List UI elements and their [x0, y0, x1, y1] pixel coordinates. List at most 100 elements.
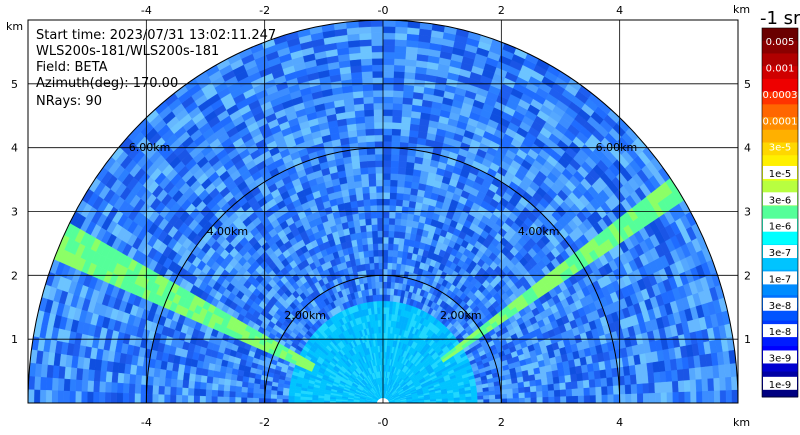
heatmap-cell	[372, 90, 384, 97]
heatmap-cell	[404, 65, 416, 74]
heatmap-cell	[582, 379, 590, 389]
heatmap-cell	[396, 186, 405, 194]
heatmap-cell	[362, 90, 374, 98]
heatmap-cell	[382, 153, 392, 161]
heatmap-cell	[361, 179, 370, 188]
heatmap-cell	[541, 384, 549, 392]
heatmap-cell	[371, 224, 378, 232]
heatmap-cell	[382, 275, 388, 282]
heatmap-cell	[382, 26, 396, 34]
heatmap-cell	[367, 249, 374, 258]
heatmap-cell	[354, 116, 366, 124]
heatmap-cell	[350, 155, 360, 164]
heatmap-cell	[363, 102, 374, 111]
heatmap-cell	[367, 160, 376, 168]
heatmap-cell	[382, 96, 394, 104]
heatmap-cell	[388, 300, 394, 308]
heatmap-cell	[375, 287, 380, 295]
heatmap-cell	[366, 153, 376, 162]
heatmap-cell	[702, 390, 709, 403]
heatmap-cell	[382, 319, 386, 327]
heatmap-cell	[682, 368, 691, 381]
heatmap-cell	[382, 300, 387, 308]
heatmap-cell	[564, 374, 572, 383]
heatmap-cell	[548, 396, 555, 403]
heatmap-cell	[390, 275, 396, 283]
heatmap-cell	[375, 294, 380, 302]
heatmap-cell	[696, 390, 703, 403]
heatmap-cell	[477, 395, 484, 400]
heatmap-cell	[512, 387, 519, 394]
heatmap-cell	[382, 102, 393, 110]
heatmap-cell	[672, 380, 679, 393]
heatmap-cell	[377, 243, 384, 251]
heatmap-cell	[388, 224, 395, 232]
heatmap-cell	[360, 51, 373, 60]
heatmap-cell	[374, 160, 384, 168]
heatmap-cell	[388, 205, 397, 213]
heatmap-cell	[506, 388, 514, 394]
heatmap-cell	[402, 244, 409, 253]
heatmap-cell	[367, 243, 374, 251]
heatmap-cell	[374, 147, 384, 155]
heatmap-cell	[369, 192, 377, 200]
heatmap-cell	[518, 397, 526, 403]
heatmap-cell	[648, 392, 656, 403]
heatmap-cell	[635, 373, 643, 385]
heatmap-cell	[359, 39, 372, 47]
heatmap-cell	[382, 307, 387, 314]
heatmap-cell	[374, 141, 384, 149]
heatmap-cell	[365, 141, 375, 149]
heatmap-cell	[642, 392, 650, 403]
heatmap-cell	[373, 102, 384, 110]
heatmap-cell	[683, 379, 691, 392]
heatmap-cell	[386, 268, 392, 276]
heatmap-cell	[359, 167, 369, 175]
heatmap-cell	[400, 116, 412, 124]
heatmap-cell	[495, 398, 502, 403]
heatmap-cell	[388, 217, 396, 225]
heatmap-cell	[348, 52, 361, 61]
heatmap-cell	[625, 393, 632, 403]
heatmap-cell	[566, 395, 573, 403]
heatmap-cell	[396, 256, 403, 265]
heatmap-cell	[379, 307, 384, 314]
heatmap-cell	[500, 393, 508, 399]
heatmap-cell	[395, 263, 402, 271]
heatmap-cell	[382, 172, 391, 180]
heatmap-cell	[355, 122, 366, 131]
heatmap-cell	[389, 192, 397, 200]
heatmap-cell	[684, 391, 691, 403]
heatmap-cell	[676, 368, 685, 381]
heatmap-cell	[601, 385, 608, 395]
heatmap-cell	[366, 237, 373, 245]
heatmap-cell	[382, 64, 395, 72]
heatmap-cell	[601, 394, 609, 403]
heatmap-cell	[370, 20, 384, 27]
heatmap-cell	[391, 115, 402, 124]
heatmap-cell	[377, 236, 384, 244]
heatmap-cell	[382, 121, 393, 129]
heatmap-cell	[382, 287, 387, 295]
heatmap-cell	[359, 160, 368, 169]
heatmap-cell	[359, 225, 367, 233]
heatmap-cell	[400, 218, 408, 227]
heatmap-cell	[377, 230, 384, 238]
heatmap-cell	[403, 71, 416, 80]
heatmap-cell	[382, 230, 389, 238]
heatmap-cell	[360, 231, 368, 239]
heatmap-cell	[354, 109, 365, 118]
heatmap-cell	[371, 51, 384, 59]
heatmap-cell	[399, 135, 410, 143]
heatmap-cell	[382, 255, 388, 263]
heatmap-cell	[389, 179, 398, 187]
heatmap-cell	[393, 230, 400, 239]
heatmap-cell	[565, 381, 573, 390]
heatmap-cell	[593, 369, 601, 380]
heatmap-cell	[393, 51, 406, 60]
heatmap-cell	[512, 392, 520, 399]
heatmap-cell	[571, 388, 579, 397]
heatmap-field	[28, 20, 738, 403]
heatmap-cell	[713, 377, 721, 391]
